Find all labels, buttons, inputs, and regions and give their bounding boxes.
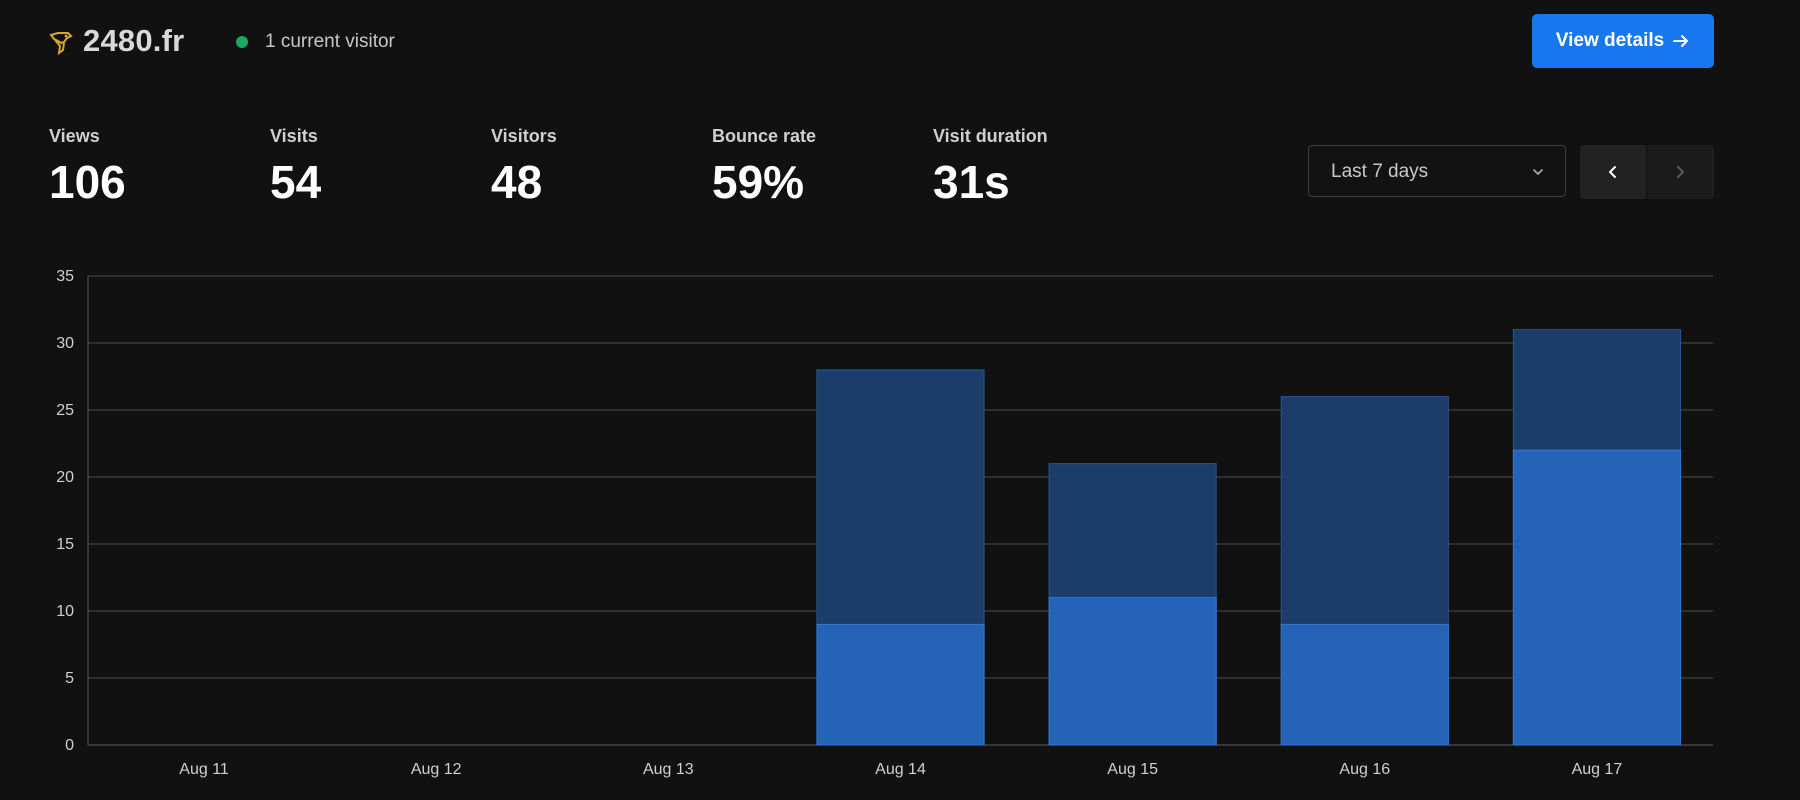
view-details-label: View details: [1555, 30, 1665, 51]
metrics-row: Views 106 Visits 54 Visitors 48 Bounce r…: [49, 126, 1149, 216]
next-period-button[interactable]: [1646, 145, 1712, 199]
header: 2480.fr 1 current visitor View details: [48, 14, 1714, 70]
metric-label: Bounce rate: [712, 126, 817, 146]
bar-series-2: [1048, 597, 1217, 746]
x-tick-label: Aug 15: [1107, 761, 1158, 778]
y-tick-label: 10: [56, 603, 74, 620]
metric-value: 59%: [712, 156, 805, 208]
metric-views[interactable]: Views 106: [49, 126, 259, 207]
y-tick-label: 35: [56, 268, 74, 285]
x-tick-label: Aug 13: [643, 761, 694, 778]
metric-label: Visitors: [491, 126, 557, 146]
live-dot-icon: [236, 36, 248, 48]
chevron-right-icon: [1676, 166, 1684, 178]
x-tick-label: Aug 16: [1339, 761, 1390, 778]
date-range-value: Last 7 days: [1331, 161, 1429, 182]
y-tick-label: 0: [65, 737, 74, 754]
chevron-down-icon: [1533, 169, 1543, 175]
y-tick-label: 20: [56, 469, 74, 486]
metric-visitors[interactable]: Visitors 48: [491, 126, 701, 207]
y-tick-label: 30: [56, 335, 74, 352]
bar-series-2: [1512, 449, 1682, 746]
metric-visits[interactable]: Visits 54: [270, 126, 480, 207]
metric-bounce-rate[interactable]: Bounce rate 59%: [712, 126, 922, 207]
x-tick-label: Aug 14: [875, 761, 926, 778]
date-range-select[interactable]: Last 7 days: [1308, 145, 1566, 197]
metric-value: 54: [270, 156, 322, 208]
metric-value: 48: [491, 156, 543, 208]
previous-period-button[interactable]: [1580, 145, 1646, 199]
site-name[interactable]: 2480.fr: [83, 23, 185, 58]
y-tick-label: 25: [56, 402, 74, 419]
chevron-left-icon: [1609, 166, 1616, 178]
period-pager: [1580, 145, 1714, 199]
bar-series-2: [816, 623, 985, 746]
metric-label: Views: [49, 126, 100, 146]
bar-chart: 0 5 10 15 20 25 30 35 Aug 11 Aug 12 Aug 13 Aug 14 Au…: [56, 268, 1713, 778]
metric-value: 106: [49, 156, 126, 208]
metric-value: 31s: [933, 156, 1010, 208]
lion-logo-icon: [49, 32, 73, 56]
x-tick-label: Aug 12: [411, 761, 462, 778]
arrow-right-icon: [1673, 35, 1689, 47]
bar-series-2: [1280, 623, 1449, 746]
y-tick-label: 5: [65, 670, 74, 687]
metric-label: Visit duration: [933, 126, 1048, 146]
metric-label: Visits: [270, 126, 318, 146]
metric-visit-duration[interactable]: Visit duration 31s: [933, 126, 1143, 207]
current-visitors[interactable]: 1 current visitor: [265, 31, 395, 52]
view-details-button[interactable]: View details: [1532, 14, 1714, 68]
x-tick-label: Aug 17: [1572, 761, 1623, 778]
x-tick-label: Aug 11: [179, 761, 229, 778]
y-tick-label: 15: [56, 536, 74, 553]
